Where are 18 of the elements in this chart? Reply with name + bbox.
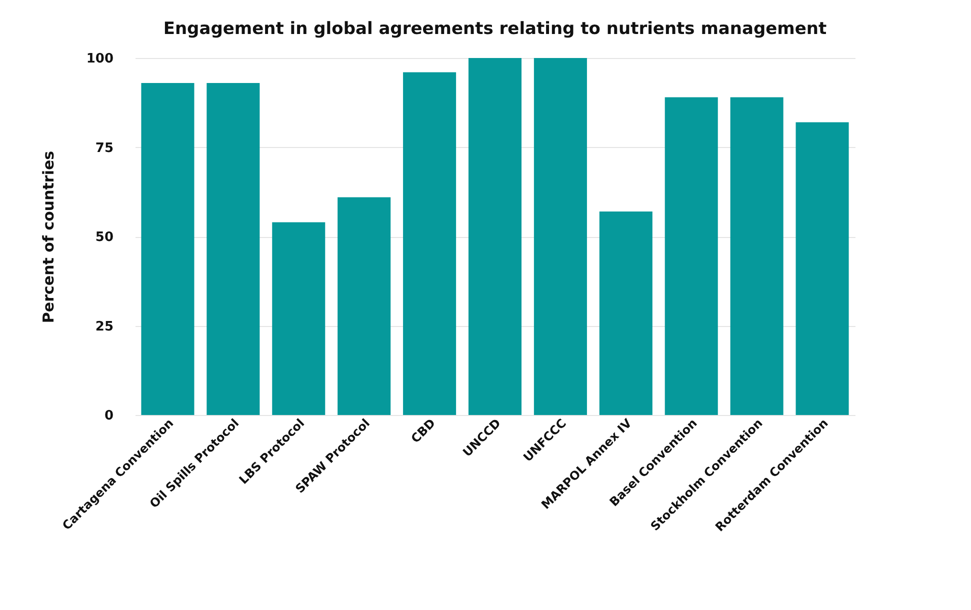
y-tick-label: 0 — [104, 408, 114, 424]
bar — [599, 212, 652, 415]
chart-title: Engagement in global agreements relating to nutrients management — [163, 19, 827, 39]
bar — [206, 82, 260, 415]
bar — [468, 58, 522, 415]
bar — [338, 197, 391, 415]
bar — [796, 122, 849, 415]
bar — [272, 222, 326, 415]
y-tick-label: 100 — [86, 52, 114, 66]
bar — [730, 97, 784, 415]
bar — [664, 97, 718, 415]
bar — [403, 72, 456, 415]
y-tick-label: 25 — [95, 319, 114, 334]
bar — [534, 58, 587, 415]
y-tick-label: 75 — [95, 140, 114, 156]
bar — [141, 82, 194, 415]
y-tick-label: 50 — [95, 230, 114, 245]
y-axis-title: Percent of countries — [39, 150, 58, 324]
